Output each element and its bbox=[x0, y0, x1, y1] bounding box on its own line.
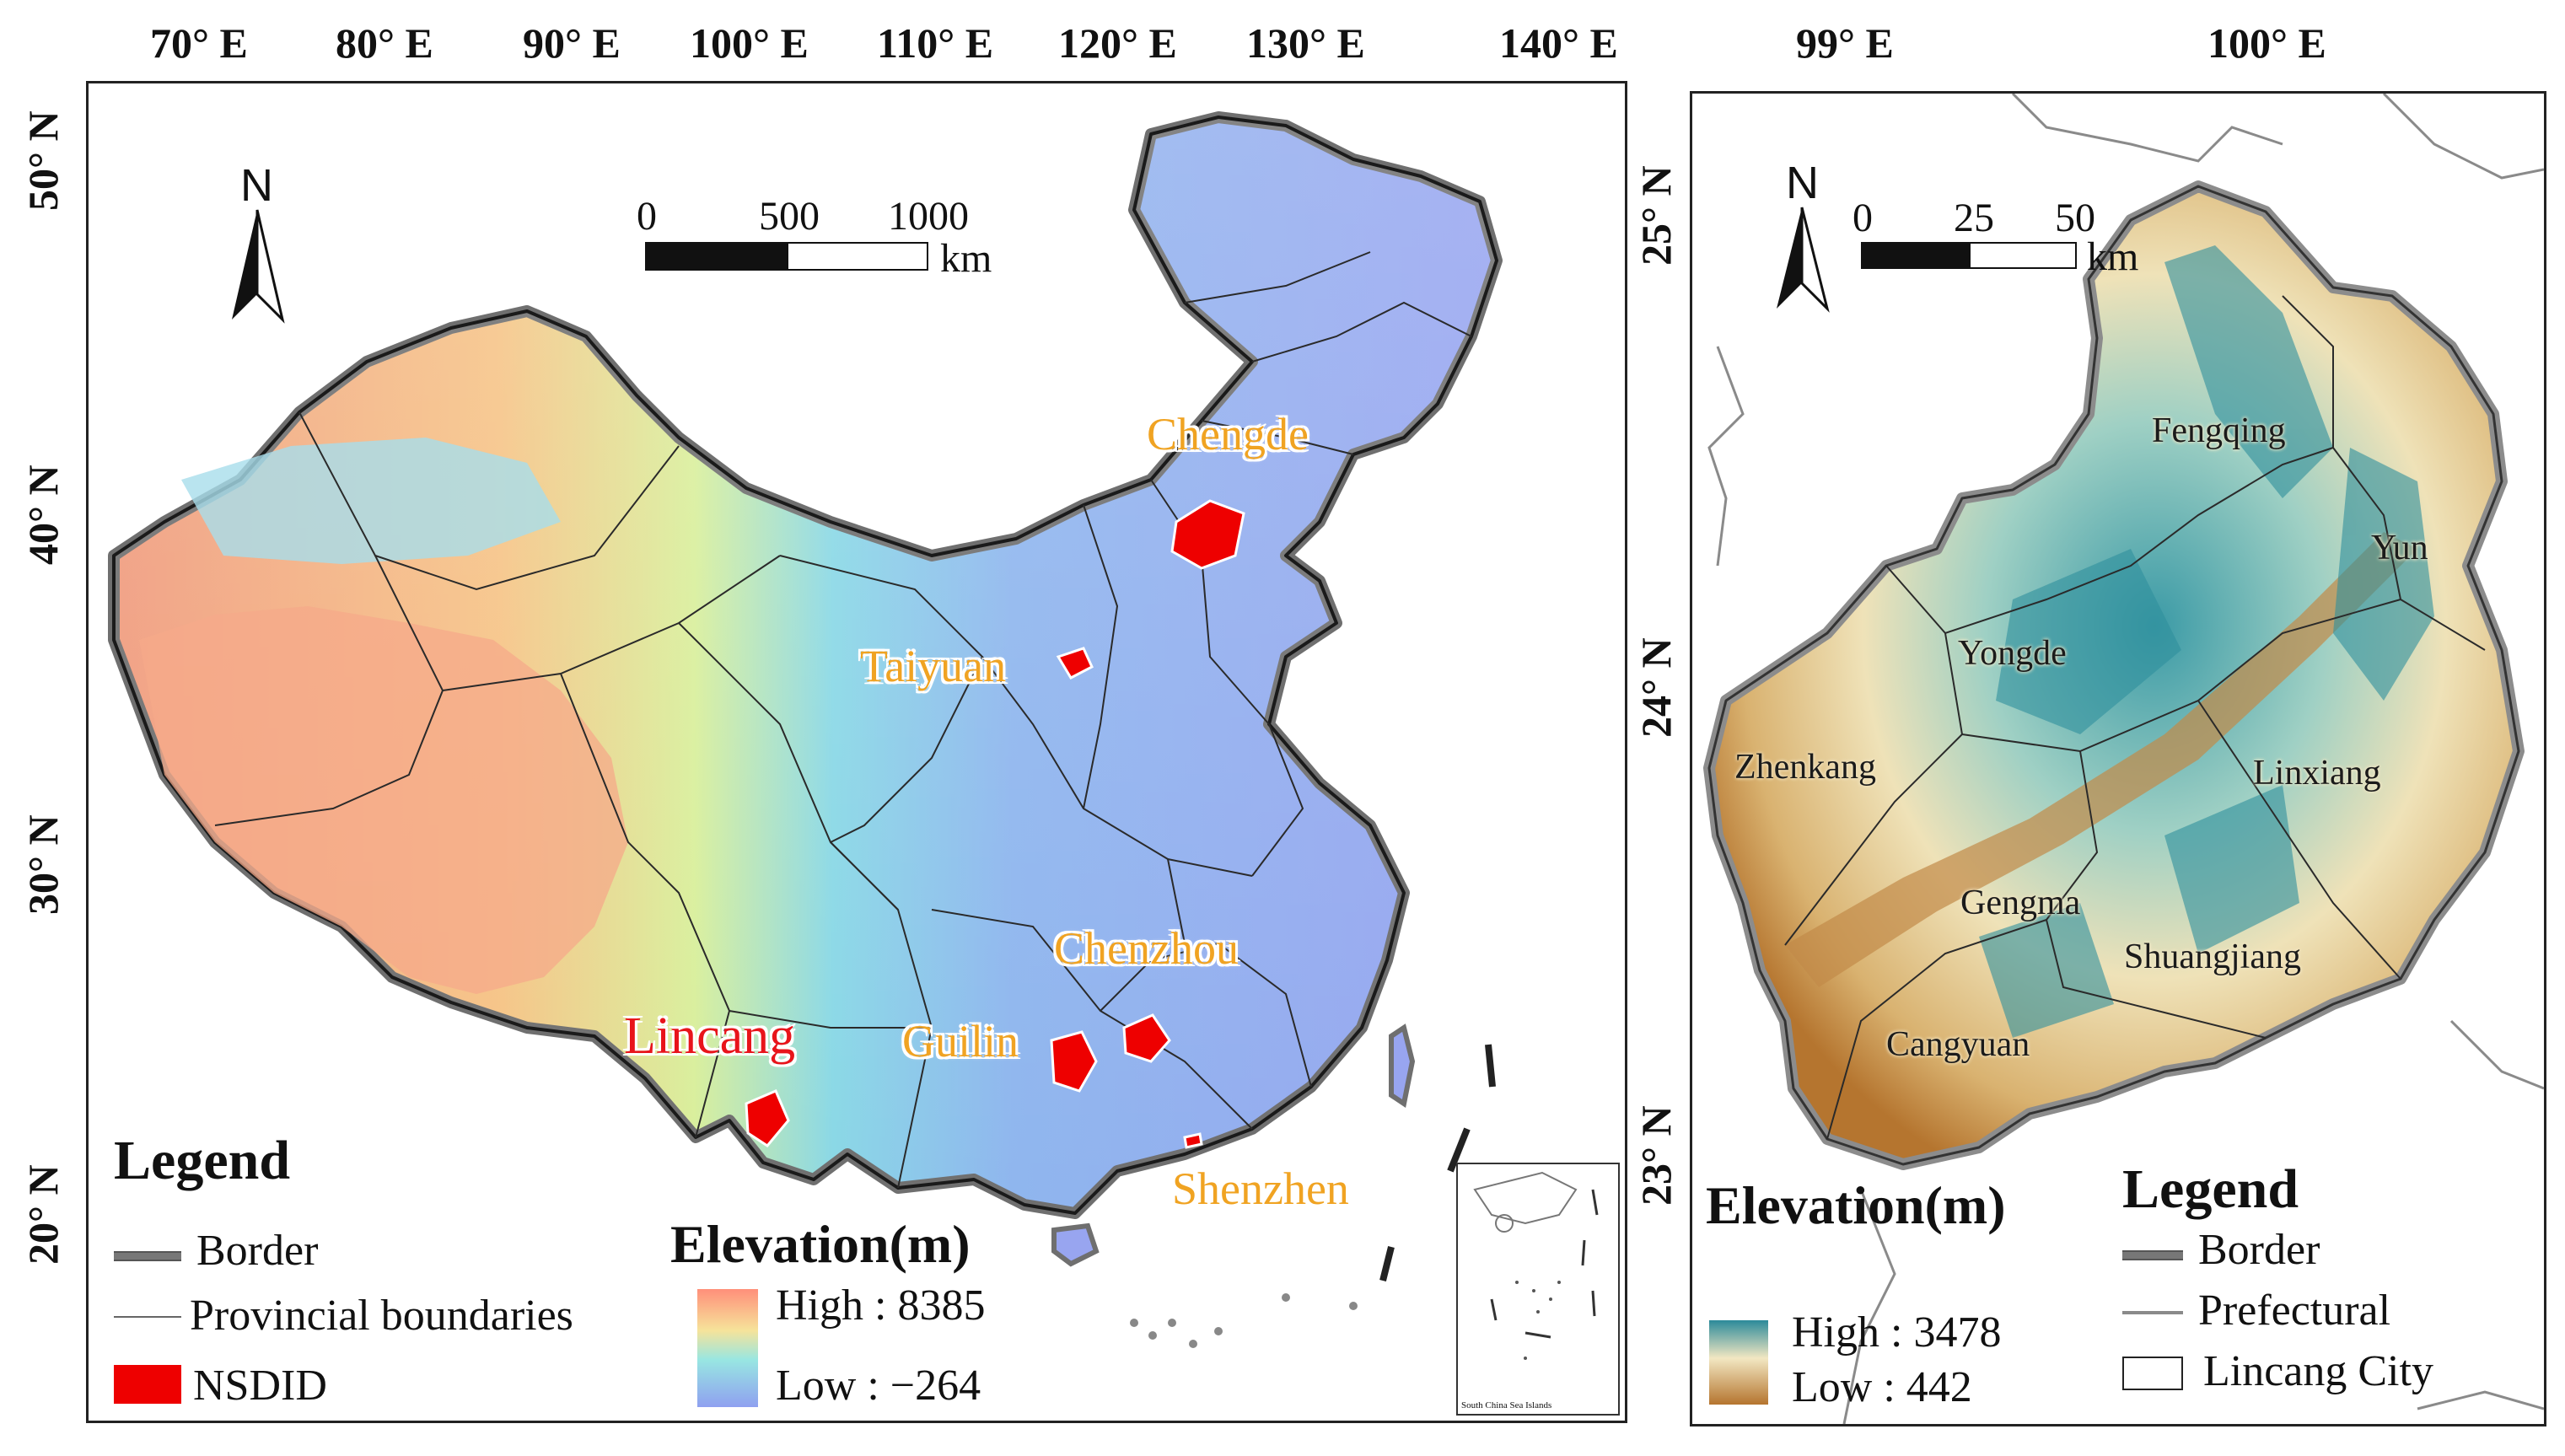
left-scale-bar: 0 500 1000 km bbox=[637, 193, 1050, 294]
legend-nsdid-label: NSDID bbox=[193, 1362, 327, 1410]
lincang-region bbox=[745, 1089, 790, 1147]
guilin-region bbox=[1050, 1030, 1098, 1093]
inset-caption: South China Sea Islands bbox=[1461, 1400, 1552, 1410]
right-lat-label: 24° N bbox=[1632, 637, 1680, 738]
scale-tick: 1000 bbox=[888, 194, 969, 239]
county-label-gengma: Gengma bbox=[1960, 884, 2081, 922]
china-map-svg bbox=[108, 111, 1503, 1348]
taiwan-island bbox=[1389, 1023, 1416, 1108]
right-elevation-high: High : 3478 bbox=[1792, 1308, 2002, 1357]
city-label-guilin: Guilin bbox=[902, 1016, 1019, 1066]
county-label-fengqing: Fengqing bbox=[2152, 411, 2286, 450]
shenzhen-region bbox=[1183, 1132, 1203, 1149]
county-boundaries bbox=[1784, 295, 2486, 1140]
left-lat-label: 30° N bbox=[19, 814, 67, 915]
right-lon-label: 99° E bbox=[1796, 19, 1894, 67]
prefectural-boundaries bbox=[1707, 94, 2544, 1424]
left-lon-label: 90° E bbox=[523, 19, 621, 67]
right-elevation-title: Elevation(m) bbox=[1706, 1175, 2006, 1235]
north-arrow-icon bbox=[1777, 207, 1830, 313]
scale-tick: 500 bbox=[759, 194, 820, 239]
north-arrow: N bbox=[1764, 157, 1840, 317]
legend-border-label: Border bbox=[196, 1227, 319, 1275]
left-lon-label: 100° E bbox=[690, 19, 809, 67]
right-lat-label: 23° N bbox=[1632, 1105, 1680, 1206]
scale-unit: km bbox=[940, 236, 992, 281]
hainan-island bbox=[1051, 1222, 1100, 1267]
legend-city-swatch bbox=[2122, 1357, 2183, 1390]
legend-provincial-label: Provincial boundaries bbox=[190, 1292, 573, 1340]
river-valley bbox=[1785, 532, 2417, 987]
city-label-chenzhou: Chenzhou bbox=[1054, 923, 1239, 974]
chenzhou-region bbox=[1122, 1013, 1171, 1063]
legend-prefectural-label: Prefectural bbox=[2198, 1287, 2391, 1335]
legend-border-label: Border bbox=[2198, 1226, 2320, 1274]
chengde-region bbox=[1170, 499, 1245, 570]
left-elevation-low: Low : −264 bbox=[776, 1362, 981, 1410]
county-label-yun: Yun bbox=[2371, 529, 2428, 567]
lincang-map-svg bbox=[1703, 94, 2544, 1424]
plateau-region bbox=[139, 606, 628, 994]
right-lat-label: 25° N bbox=[1632, 165, 1680, 266]
left-lat-label: 20° N bbox=[19, 1164, 67, 1265]
legend-provincial-swatch bbox=[114, 1316, 181, 1318]
city-label-lincang: Lincang bbox=[624, 1007, 796, 1065]
left-lon-label: 140° E bbox=[1499, 19, 1618, 67]
left-legend-title: Legend bbox=[114, 1130, 291, 1191]
left-lon-label: 130° E bbox=[1246, 19, 1365, 67]
left-lat-label: 50° N bbox=[19, 110, 67, 211]
city-label-shenzhen: Shenzhen bbox=[1172, 1163, 1349, 1214]
left-lon-label: 120° E bbox=[1058, 19, 1177, 67]
left-elevation-high: High : 8385 bbox=[776, 1281, 986, 1330]
lincang-map-panel: N 0 25 50 km Fengqing Yun Yongde Zhenkan… bbox=[1690, 91, 2546, 1426]
right-lon-label: 100° E bbox=[2207, 19, 2326, 67]
left-lon-label: 110° E bbox=[877, 19, 994, 67]
scale-tick: 50 bbox=[2055, 196, 2095, 240]
north-label: N bbox=[1786, 158, 1819, 208]
county-label-zhenkang: Zhenkang bbox=[1734, 748, 1876, 787]
scale-tick: 25 bbox=[1954, 196, 1994, 240]
north-arrow: N bbox=[215, 159, 299, 328]
legend-border-swatch bbox=[114, 1251, 181, 1261]
taiyuan-region bbox=[1056, 647, 1094, 680]
county-label-shuangjiang: Shuangjiang bbox=[2124, 938, 2301, 976]
legend-border-swatch bbox=[2122, 1250, 2183, 1260]
scale-unit: km bbox=[2087, 234, 2139, 279]
north-label: N bbox=[240, 160, 273, 211]
left-elevation-ramp bbox=[697, 1289, 758, 1407]
mountain-ridges bbox=[1979, 245, 2434, 1038]
left-lon-label: 70° E bbox=[150, 19, 248, 67]
county-label-yongde: Yongde bbox=[1958, 634, 2067, 673]
china-map-panel: South China Sea Islands N 0 500 1000 km … bbox=[86, 81, 1627, 1423]
south-china-sea-inset: South China Sea Islands bbox=[1456, 1163, 1620, 1416]
county-label-linxiang: Linxiang bbox=[2253, 754, 2381, 792]
left-lon-label: 80° E bbox=[336, 19, 433, 67]
nsdid-regions bbox=[745, 499, 1245, 1149]
city-label-chengde: Chengde bbox=[1147, 409, 1309, 459]
scale-tick: 0 bbox=[637, 194, 657, 239]
legend-city-label: Lincang City bbox=[2203, 1347, 2433, 1395]
right-legend-title: Legend bbox=[2122, 1158, 2299, 1220]
provincial-boundaries bbox=[214, 251, 1472, 1189]
right-scale-bar: 0 25 50 km bbox=[1852, 195, 2181, 287]
north-arrow-icon bbox=[232, 209, 285, 324]
county-label-cangyuan: Cangyuan bbox=[1886, 1025, 2030, 1064]
left-lat-label: 40° N bbox=[19, 465, 67, 565]
city-label-taiyuan: Taiyuan bbox=[860, 641, 1007, 691]
legend-prefectural-swatch bbox=[2122, 1311, 2183, 1314]
legend-nsdid-swatch bbox=[114, 1365, 181, 1404]
scale-tick: 0 bbox=[1852, 196, 1873, 240]
right-elevation-ramp bbox=[1709, 1320, 1768, 1405]
left-elevation-title: Elevation(m) bbox=[670, 1214, 971, 1274]
right-elevation-low: Low : 442 bbox=[1792, 1363, 1972, 1411]
south-islands bbox=[1130, 1293, 1484, 1348]
